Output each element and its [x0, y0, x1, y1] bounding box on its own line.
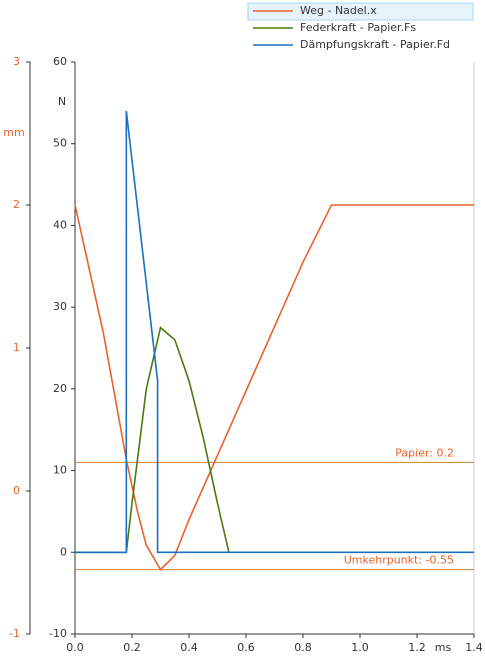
x-tick-label: 1.4	[465, 641, 483, 654]
x-tick-label: 0.4	[180, 641, 198, 654]
y-axis-label: N	[58, 95, 66, 108]
y2-tick-label: 3	[13, 55, 20, 68]
x-axis-label: ms	[435, 641, 452, 654]
legend-label: Dämpfungskraft - Papier.Fd	[300, 38, 450, 51]
series-line	[75, 326, 230, 554]
y2-axis-label: mm	[3, 126, 24, 139]
legend: Weg - Nadel.x Federkraft - Papier.Fs Dämpf…	[247, 2, 474, 55]
y2-tick-label: -1	[9, 627, 20, 640]
x-tick-label: 1.0	[351, 641, 369, 654]
y-tick-label: 20	[53, 382, 67, 395]
x-tick-label: 0.0	[66, 641, 84, 654]
x-tick-label: 0.6	[237, 641, 255, 654]
y-tick-label: 10	[53, 464, 67, 477]
x-tick-label: 0.2	[123, 641, 141, 654]
legend-label: Weg - Nadel.x	[300, 4, 377, 17]
annotation-label: Umkehrpunkt: -0.55	[344, 554, 454, 567]
y-tick-label: 50	[53, 137, 67, 150]
legend-label: Federkraft - Papier.Fs	[300, 21, 416, 34]
y-tick-label: 0	[60, 545, 67, 558]
y-tick-label: 40	[53, 218, 67, 231]
y-tick-label: 30	[53, 300, 67, 313]
y2-tick-label: 0	[13, 484, 20, 497]
legend-highlight	[247, 2, 474, 21]
x-tick-label: 1.2	[408, 641, 426, 654]
y2-tick-label: 1	[13, 341, 20, 354]
annotation-label: Papier: 0.2	[395, 446, 454, 459]
y-tick-label: -10	[49, 627, 67, 640]
series-line	[74, 204, 474, 571]
y2-tick-label: 2	[13, 198, 20, 211]
series-line	[75, 110, 474, 554]
x-tick-label: 0.8	[294, 641, 312, 654]
y-tick-label: 60	[53, 55, 67, 68]
